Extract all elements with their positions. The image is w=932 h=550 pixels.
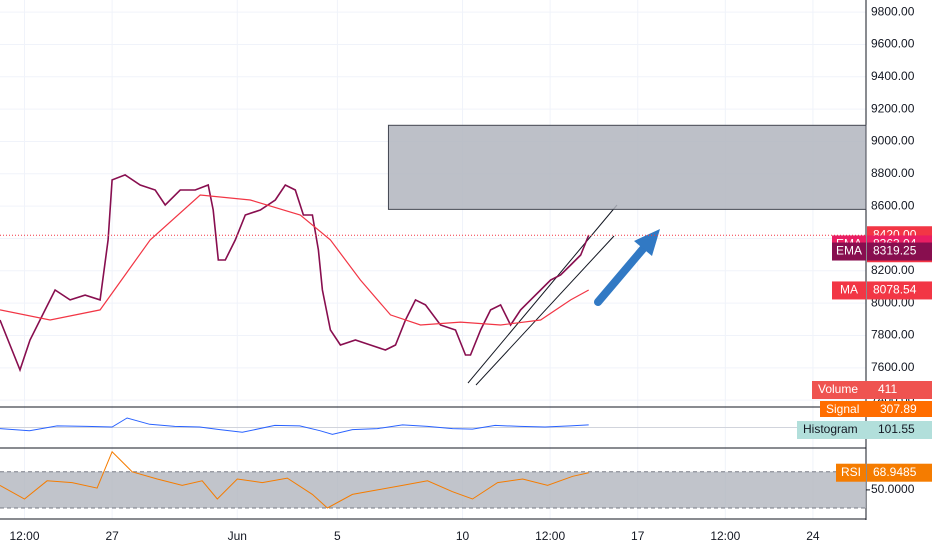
histogram-name: Histogram	[803, 422, 858, 436]
x-tick-label: 17	[631, 529, 645, 543]
x-tick-label: 27	[105, 529, 119, 543]
signal-tag-box	[820, 401, 932, 417]
volume-value: 411	[878, 382, 897, 396]
histogram-tag-box	[797, 421, 932, 439]
y-tick-label: 8200.00	[871, 263, 915, 277]
y-tick-label: 9800.00	[871, 4, 915, 18]
arrow-head	[634, 229, 660, 256]
tag-name: EMA	[836, 244, 862, 258]
rsi-line	[0, 450, 589, 509]
rsi-tick-label: 50.0000	[871, 482, 915, 496]
x-tick-label: Jun	[228, 529, 247, 543]
y-tick-label: 7800.00	[871, 328, 915, 342]
histogram-value: 101.55	[878, 422, 915, 436]
x-tick-label: 12:00	[535, 529, 565, 543]
channel-upper	[467, 204, 618, 384]
y-tick-label: 7600.00	[871, 360, 915, 374]
y-tick-label: 8600.00	[871, 198, 915, 212]
tag-value: 8319.25	[873, 244, 917, 258]
tag-name-box	[832, 242, 866, 261]
volume-tag-box	[812, 381, 932, 399]
rsi-tag-name: RSI	[841, 465, 861, 479]
x-tick-label: 10	[456, 529, 470, 543]
rsi-tag-name-box	[836, 463, 866, 482]
signal-name: Signal	[826, 402, 859, 416]
x-tick-label: 5	[334, 529, 341, 543]
x-tick-label: 12:00	[710, 529, 740, 543]
y-tick-label: 9400.00	[871, 69, 915, 83]
rsi-tag-value-box	[867, 463, 932, 482]
channel-lower	[475, 235, 615, 386]
rsi-band	[0, 471, 866, 509]
y-tick-label: 9200.00	[871, 101, 915, 115]
price-line	[0, 174, 590, 373]
y-tick-label: 9000.00	[871, 134, 915, 148]
rsi-tag-value: 68.9485	[873, 465, 917, 479]
x-tick-label: 12:00	[10, 529, 40, 543]
macd-line	[0, 417, 589, 435]
y-tick-label: 8800.00	[871, 166, 915, 180]
resistance-zone	[387, 124, 867, 210]
y-tick-label: 9600.00	[871, 37, 915, 51]
signal-value: 307.89	[880, 402, 917, 416]
x-tick-label: 24	[806, 529, 820, 543]
tag-value-box	[867, 242, 932, 261]
arrow-shaft	[594, 239, 652, 306]
tag-name: MA	[840, 283, 858, 297]
tag-value-box	[867, 281, 932, 300]
price-line	[0, 194, 589, 326]
tag-name-box	[832, 281, 866, 300]
tag-value: 8078.54	[873, 283, 917, 297]
volume-name: Volume	[818, 382, 858, 396]
